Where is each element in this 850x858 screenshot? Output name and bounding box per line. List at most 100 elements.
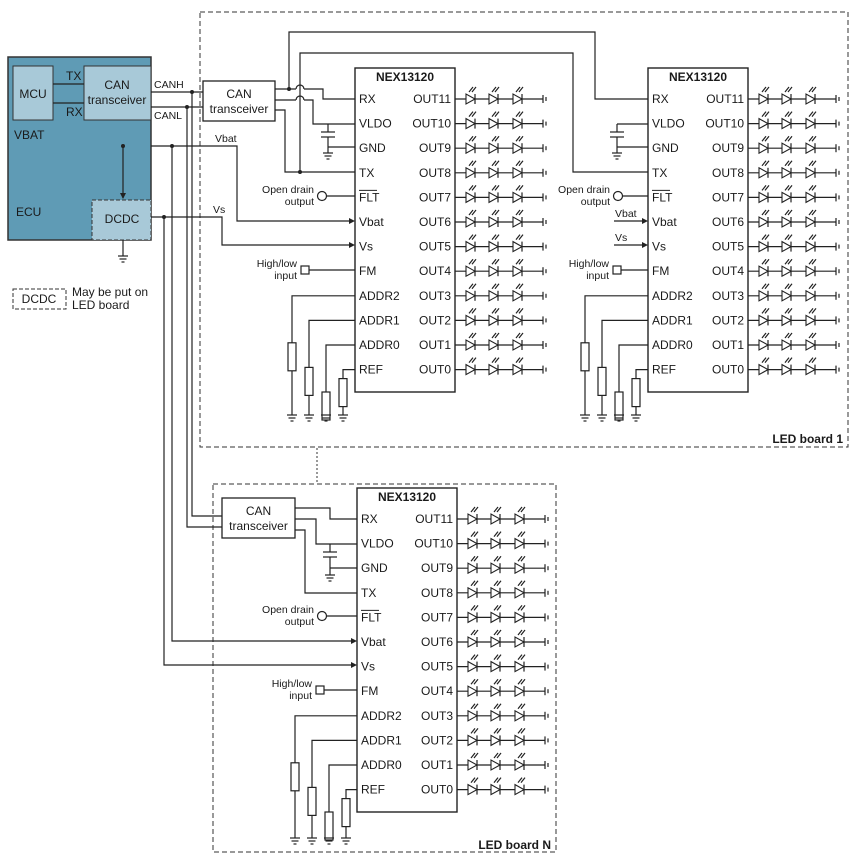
led-icon (781, 308, 793, 327)
pin-addr0: ADDR0 (359, 338, 400, 352)
pin-out9: OUT9 (712, 141, 744, 155)
resistor-icon (597, 366, 607, 396)
open-drain-label: output (581, 196, 610, 208)
led-icon (490, 777, 502, 796)
ground-icon (287, 414, 297, 422)
led-icon (758, 86, 770, 105)
pin-flt: FLT (652, 190, 673, 204)
led-icon (805, 111, 817, 130)
output-terminal-icon (316, 610, 328, 622)
ground-icon (614, 414, 624, 422)
led-icon (465, 86, 477, 105)
led-icon (758, 209, 770, 228)
open-drain-label: Open drain (262, 184, 314, 196)
led-icon (467, 506, 479, 525)
capacitor-icon (610, 131, 624, 138)
led-icon (465, 258, 477, 278)
pin-addr0: ADDR0 (361, 758, 402, 772)
pin-out10: OUT10 (705, 117, 744, 131)
led-icon (514, 728, 526, 747)
led-icon (467, 531, 479, 550)
led-icon (514, 580, 526, 599)
led-icon (514, 703, 526, 722)
led-string (748, 111, 840, 130)
pin-tx: TX (652, 166, 667, 180)
high-low-label: High/low (257, 258, 298, 270)
address-wire (291, 295, 355, 415)
ground-icon (631, 414, 641, 422)
arrowhead-icon (351, 638, 357, 644)
pin-addr2: ADDR2 (361, 709, 402, 723)
led-icon (467, 777, 479, 796)
resistor-icon (307, 786, 317, 817)
high-low-label: High/low (569, 258, 610, 270)
junction-dot (121, 144, 125, 148)
led-icon (758, 308, 770, 327)
led-string (748, 135, 840, 155)
open-drain-label: Open drain (558, 184, 610, 196)
legend-dcdc-label: DCDC (22, 292, 57, 306)
led-icon (512, 258, 524, 278)
chip-part-number: NEX13120 (669, 70, 727, 84)
led-icon (490, 605, 502, 624)
pin-vldo: VLDO (361, 537, 394, 551)
led-icon (467, 555, 479, 575)
pin-out10: OUT10 (412, 117, 451, 131)
led-icon (781, 111, 793, 130)
junction-dot (185, 105, 189, 109)
pin-fm: FM (361, 684, 378, 698)
led-string (748, 209, 840, 228)
legend-note: May be put on (72, 285, 148, 299)
pin-tx: TX (361, 586, 376, 600)
ground-icon (612, 152, 622, 160)
transceiver-label: CAN (226, 87, 251, 101)
led-icon (512, 283, 524, 302)
led-icon (467, 654, 479, 673)
pin-out7: OUT7 (421, 610, 453, 624)
pin-out11: OUT11 (413, 92, 451, 106)
dcdc-label: DCDC (105, 212, 140, 226)
ground-icon (580, 414, 590, 422)
led-string (455, 86, 547, 105)
high-low-label: input (289, 690, 312, 702)
tx-wire (295, 529, 357, 594)
pin-rx: RX (652, 92, 669, 106)
output-terminal-icon (316, 190, 328, 202)
led-icon (465, 185, 477, 204)
high-low-label: input (586, 270, 609, 282)
led-icon (467, 580, 479, 599)
led-string (457, 703, 549, 722)
pin-out5: OUT5 (712, 240, 744, 254)
canl-wire (186, 107, 222, 528)
junction-dot (190, 90, 194, 94)
led-icon (488, 111, 500, 130)
led-icon (512, 86, 524, 105)
led-string (457, 605, 549, 624)
led-icon (512, 111, 524, 130)
ground-icon (338, 414, 348, 422)
pin-out11: OUT11 (706, 92, 744, 106)
led-icon (805, 160, 817, 179)
pin-out8: OUT8 (419, 166, 451, 180)
pin-out2: OUT2 (712, 313, 744, 327)
led-string (455, 185, 547, 204)
ground-icon (323, 152, 333, 160)
led-icon (781, 86, 793, 105)
ground-icon (341, 837, 351, 845)
led-string (455, 234, 547, 253)
led-icon (514, 605, 526, 624)
led-icon (512, 332, 524, 351)
led-string (748, 160, 840, 179)
pin-addr2: ADDR2 (359, 289, 400, 303)
led-icon (781, 209, 793, 228)
pin-addr2: ADDR2 (652, 289, 693, 303)
led-icon (512, 185, 524, 204)
led-icon (465, 160, 477, 179)
led-string (748, 258, 840, 278)
led-string (455, 111, 547, 130)
legend-note: LED board (72, 298, 129, 312)
